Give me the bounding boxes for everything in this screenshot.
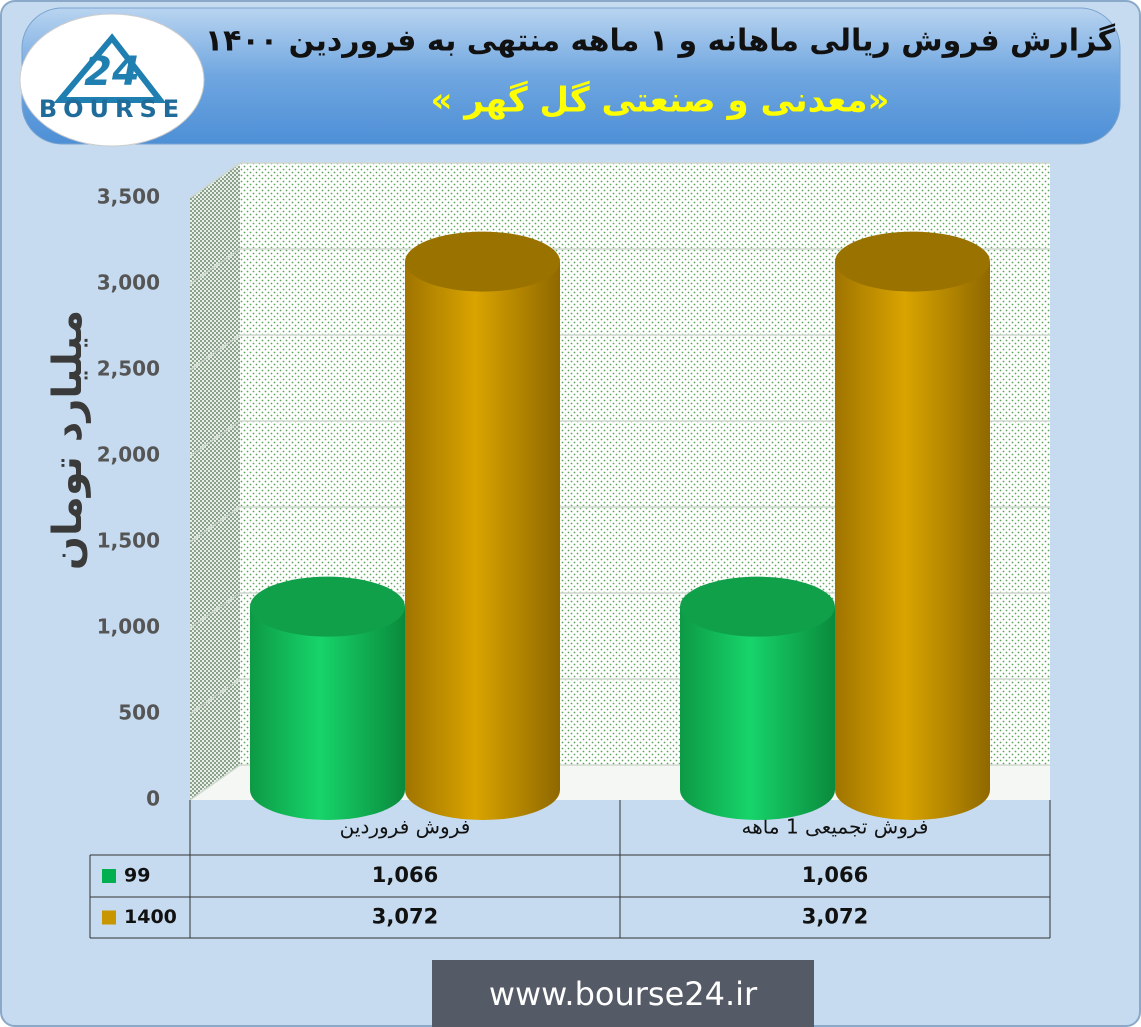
grid-line-side xyxy=(189,420,241,457)
legend-label: 99 xyxy=(124,865,150,887)
logo-icon xyxy=(53,33,167,103)
logo-name: BOURSE xyxy=(39,95,185,123)
grid-line-side xyxy=(189,506,241,543)
chart-subtitle: «معدنی و صنعتی گل گهر » xyxy=(431,81,890,121)
value-label: 1,066 xyxy=(372,863,438,887)
value-label: 3,072 xyxy=(802,905,868,929)
footer-url: www.bourse24.ir xyxy=(489,975,758,1013)
grid-line-side xyxy=(189,334,241,371)
grid-line-side xyxy=(189,592,241,629)
bar-top xyxy=(835,231,990,292)
legend-label: 1400 xyxy=(124,906,177,928)
grid-line-side xyxy=(189,678,241,715)
bar xyxy=(405,261,560,821)
bar xyxy=(250,606,405,820)
grid-line-side xyxy=(189,162,241,199)
logo-mark: 24 xyxy=(84,49,140,95)
bar-top xyxy=(250,576,405,637)
bar xyxy=(680,606,835,820)
grid-line-side xyxy=(189,248,241,285)
grid-line-side xyxy=(189,764,241,801)
y-tick-label: 500 xyxy=(118,701,160,725)
bar-top xyxy=(680,576,835,637)
bar-top xyxy=(405,231,560,292)
y-tick-label: 1,500 xyxy=(97,529,160,553)
y-tick-label: 3,000 xyxy=(97,271,160,295)
y-tick-label: 3,500 xyxy=(97,185,160,209)
y-tick-label: 1,000 xyxy=(97,615,160,639)
x-tick-label: فروش فروردین xyxy=(340,815,471,839)
footer-box xyxy=(432,960,814,1027)
chart-title: گزارش فروش ریالی ماهانه و ۱ ماهه منتهی ب… xyxy=(205,23,1116,59)
legend-swatch xyxy=(102,910,116,925)
bar xyxy=(835,261,990,821)
legend-swatch xyxy=(102,869,116,883)
value-label: 3,072 xyxy=(372,905,438,929)
side-wall xyxy=(190,163,240,800)
y-tick-label: 2,000 xyxy=(97,443,160,467)
value-label: 1,066 xyxy=(802,863,868,887)
y-axis-title: میلیارد تومان xyxy=(45,310,91,570)
logo-badge xyxy=(19,13,205,147)
y-tick-label: 2,500 xyxy=(97,357,160,381)
y-tick-label: 0 xyxy=(146,787,160,811)
